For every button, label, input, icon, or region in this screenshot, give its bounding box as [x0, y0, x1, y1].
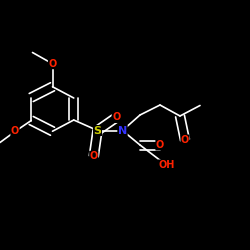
- Text: OH: OH: [158, 160, 174, 170]
- Text: S: S: [94, 126, 102, 136]
- Text: O: O: [11, 126, 19, 136]
- Text: O: O: [112, 112, 120, 122]
- Text: O: O: [181, 135, 189, 145]
- Text: O: O: [156, 140, 164, 150]
- Text: N: N: [118, 126, 127, 136]
- Text: O: O: [90, 151, 98, 161]
- Text: O: O: [48, 59, 56, 69]
